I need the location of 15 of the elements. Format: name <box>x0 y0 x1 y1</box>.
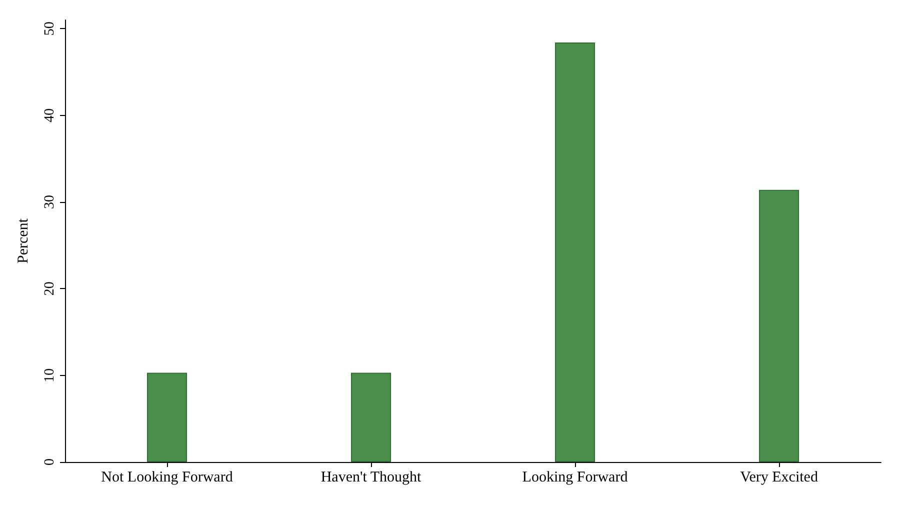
bar <box>759 190 799 462</box>
y-tick-label: 10 <box>42 368 58 382</box>
bar <box>351 372 391 462</box>
x-tick-label: Looking Forward <box>522 470 628 486</box>
x-tick-label: Haven't Thought <box>320 470 422 486</box>
bar <box>555 42 595 462</box>
y-tick-label: 50 <box>42 22 58 36</box>
y-tick-label: 20 <box>42 282 58 296</box>
x-tick-label: Not Looking Forward <box>101 470 234 486</box>
y-tick-label: 30 <box>42 195 58 209</box>
x-tick-label: Very Excited <box>740 470 818 486</box>
y-tick-label: 0 <box>42 458 58 466</box>
bar <box>147 372 187 462</box>
y-tick-label: 40 <box>42 108 58 122</box>
y-axis-title: Percent <box>16 218 32 264</box>
